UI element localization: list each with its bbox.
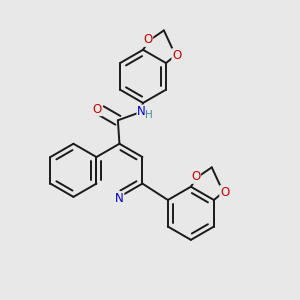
Text: H: H (146, 110, 153, 120)
Text: O: O (191, 170, 200, 183)
Text: O: O (93, 103, 102, 116)
Text: N: N (137, 105, 146, 118)
Text: N: N (115, 192, 124, 205)
Text: O: O (220, 186, 229, 199)
Text: O: O (172, 49, 181, 62)
Text: O: O (143, 33, 153, 46)
